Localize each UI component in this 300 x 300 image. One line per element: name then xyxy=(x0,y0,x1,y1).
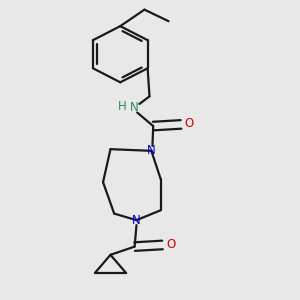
Text: O: O xyxy=(184,117,194,130)
Text: N: N xyxy=(132,214,141,227)
Text: O: O xyxy=(166,238,175,251)
Text: H: H xyxy=(118,100,127,113)
Text: N: N xyxy=(130,101,138,114)
Text: N: N xyxy=(147,144,156,157)
